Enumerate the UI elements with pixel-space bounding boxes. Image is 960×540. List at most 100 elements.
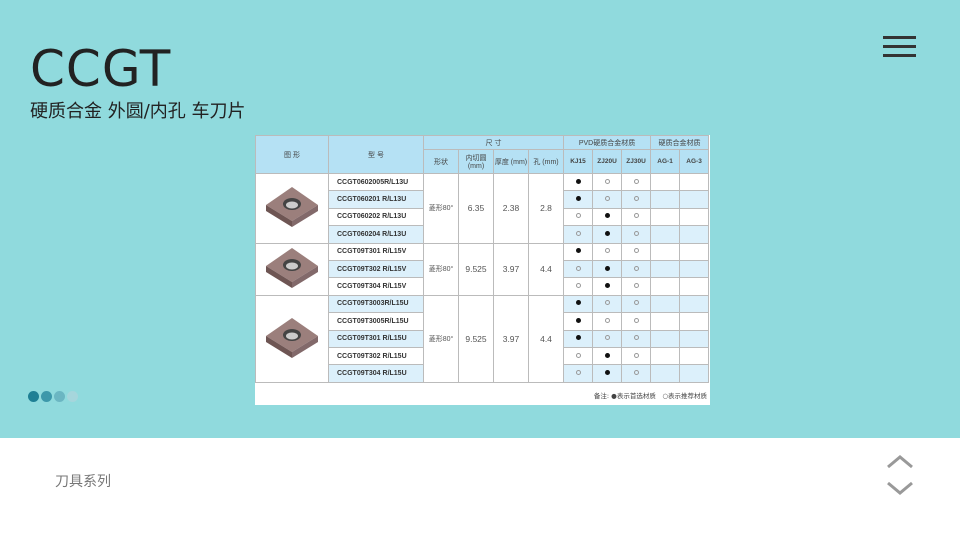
material-cell [650,312,681,331]
preferred-dot-icon [575,300,581,306]
table-row: CCGT09T304 R/L15U [256,364,710,383]
table-row: CCGT060202 R/L13U [256,207,710,227]
hamburger-menu-icon[interactable] [883,36,916,57]
material-cell [621,346,652,366]
material-cell [679,225,710,244]
ic-cell: 9.525 [458,294,494,383]
material-cell [621,364,652,383]
material-cell [650,190,681,209]
material-cell [650,207,681,227]
header-size: 尺 寸 [422,135,565,150]
material-cell [679,242,710,261]
model-cell: CCGT0602005R/L13U [328,172,424,192]
header-hole: 孔 (mm) [527,149,565,174]
material-cell [592,277,623,296]
page-title: CCGT [30,40,172,98]
thickness-cell: 3.97 [493,294,529,383]
model-cell: CCGT060204 R/L13U [328,225,424,244]
recommended-circle-icon [633,230,639,236]
recommended-circle-icon [575,352,581,358]
recommended-circle-icon [633,317,639,323]
table-row: CCGT09T3005R/L15U [256,312,710,331]
slide-dot[interactable] [67,391,78,402]
preferred-dot-icon [604,369,610,375]
material-cell [621,277,652,296]
material-cell [650,225,681,244]
product-table: 图 形型 号尺 寸 PVD硬质合金材质 硬质合金材质 形状 内切圆 (mm) 厚度 (m… [255,135,710,383]
product-table-image: 图 形型 号尺 寸 PVD硬质合金材质 硬质合金材质 形状 内切圆 (mm) 厚度 (m… [255,135,710,405]
material-cell [592,364,623,383]
material-cell [621,329,652,348]
recommended-circle-icon [575,283,581,289]
ic-cell: 6.35 [458,173,494,244]
header-image: 图 形 [255,135,329,174]
shape-cell: 菱形80° [423,294,459,383]
material-cell [621,172,652,192]
material-cell [679,312,710,331]
recommended-circle-icon [604,196,610,202]
header-grade: AG-1 [650,149,681,174]
preferred-dot-icon [604,352,610,358]
header-pvd: PVD硬质合金材质 [563,135,652,150]
recommended-circle-icon [633,248,639,254]
material-cell [592,172,623,192]
slide-dot[interactable] [54,391,65,402]
preferred-dot-icon [604,265,610,271]
material-cell [592,346,623,366]
material-cell [563,172,594,192]
model-cell: CCGT09T301 R/L15V [328,242,424,261]
material-cell [592,190,623,209]
model-cell: CCGT09T302 R/L15U [328,346,424,366]
material-cell [650,346,681,366]
material-cell [650,172,681,192]
preferred-dot-icon [604,230,610,236]
recommended-circle-icon [633,352,639,358]
material-cell [563,225,594,244]
material-cell [679,259,710,279]
material-cell [650,277,681,296]
table-row: CCGT0602005R/L13U 菱形80° 6.35 2.38 2.8 [255,172,710,244]
preferred-dot-icon [575,248,581,254]
material-cell [592,329,623,348]
insert-image-cell [255,242,329,296]
material-cell [621,259,652,279]
hole-cell: 4.4 [527,242,565,296]
material-cell [592,294,623,314]
hole-cell: 4.4 [527,294,565,383]
material-cell [592,207,623,227]
model-cell: CCGT09T304 R/L15V [328,277,424,296]
material-cell [621,294,652,314]
header-grade: ZJ30U [621,149,652,174]
recommended-circle-icon [633,178,639,184]
table-row: CCGT09T301 R/L15V 菱形80° 9.525 3.97 4.4 [255,242,710,296]
table-note: 备注: ●表示首选材质 ○表示推荐材质 [593,391,707,400]
recommended-circle-icon [633,300,639,306]
material-cell [563,294,594,314]
table-row: CCGT09T302 R/L15U [256,346,710,366]
preferred-dot-icon [604,283,610,289]
recommended-circle-icon [575,369,581,375]
header-model: 型 号 [328,135,424,174]
material-cell [563,312,594,331]
preferred-dot-icon [604,213,610,219]
category-label[interactable]: 刀具系列 [55,474,111,490]
insert-image-cell [255,294,329,383]
slide-indicator[interactable] [28,391,78,402]
material-cell [563,259,594,279]
header-thickness: 厚度 (mm) [493,149,529,174]
material-cell [563,277,594,296]
header-ic: 内切圆 (mm) [458,149,494,174]
chevron-up-down-icon[interactable] [886,454,914,496]
recommended-circle-icon [633,213,639,219]
material-cell [679,277,710,296]
material-cell [563,207,594,227]
recommended-circle-icon [575,213,581,219]
material-cell [563,329,594,348]
slide-dot[interactable] [28,391,39,402]
material-cell [621,225,652,244]
preferred-dot-icon [575,178,581,184]
slide-dot[interactable] [41,391,52,402]
model-cell: CCGT09T3003R/L15U [328,294,424,314]
material-cell [563,364,594,383]
material-cell [592,259,623,279]
